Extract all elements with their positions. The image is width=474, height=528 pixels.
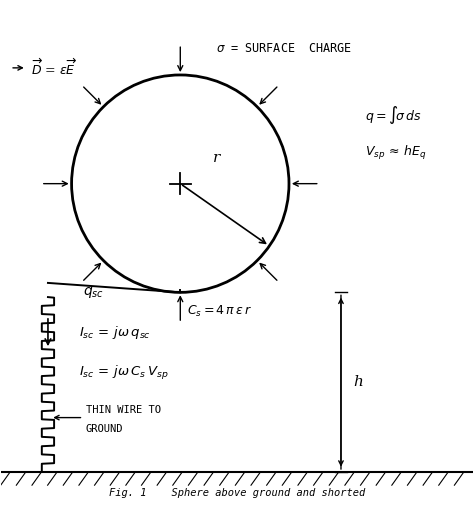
Text: $V_{sp}\,\approx\,hE_q$: $V_{sp}\,\approx\,hE_q$ [365, 144, 426, 162]
Text: $I_{sc}\,=\,j\omega\,C_s\,V_{sp}$: $I_{sc}\,=\,j\omega\,C_s\,V_{sp}$ [79, 364, 168, 382]
Text: $\overrightarrow{D}$ = $\varepsilon\overrightarrow{E}$: $\overrightarrow{D}$ = $\varepsilon\over… [31, 58, 77, 78]
Text: Fig. 1    Sphere above ground and shorted: Fig. 1 Sphere above ground and shorted [109, 488, 365, 498]
Text: r: r [213, 150, 220, 165]
Text: $C_s = 4\,\pi\,\varepsilon\,r$: $C_s = 4\,\pi\,\varepsilon\,r$ [187, 304, 253, 319]
Text: $q = \int\!\sigma\, ds$: $q = \int\!\sigma\, ds$ [365, 104, 421, 126]
Text: $I_{sc}\,=\,j\omega\,q_{sc}$: $I_{sc}\,=\,j\omega\,q_{sc}$ [79, 324, 151, 341]
Text: THIN WIRE TO: THIN WIRE TO [86, 405, 161, 415]
Text: $q_{sc}$: $q_{sc}$ [83, 285, 104, 300]
Text: h: h [353, 375, 363, 389]
Text: $\sigma$ = SURFACE  CHARGE: $\sigma$ = SURFACE CHARGE [216, 42, 352, 55]
Text: GROUND: GROUND [86, 424, 123, 434]
